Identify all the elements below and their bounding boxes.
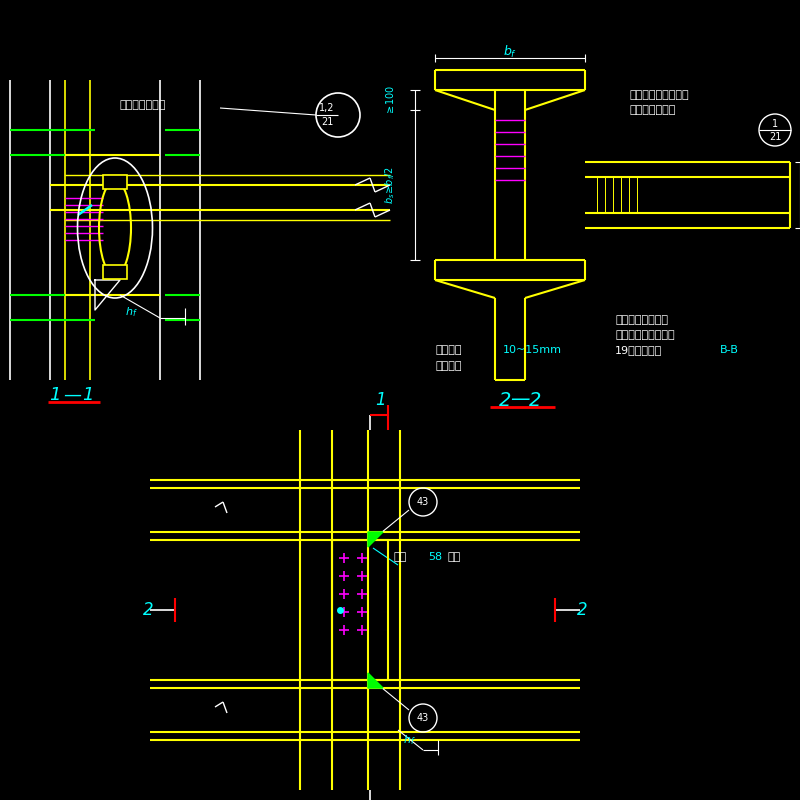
Text: 43: 43 bbox=[417, 497, 429, 507]
Text: 2: 2 bbox=[142, 601, 154, 619]
Text: 2: 2 bbox=[499, 390, 511, 410]
Text: 有两种作法详见: 有两种作法详见 bbox=[120, 100, 166, 110]
Text: B-B: B-B bbox=[720, 345, 739, 355]
Text: 当腹板采用工地焊缝: 当腹板采用工地焊缝 bbox=[630, 90, 690, 100]
Text: 1: 1 bbox=[82, 386, 94, 404]
Text: —: — bbox=[63, 386, 81, 404]
Text: 1: 1 bbox=[50, 386, 61, 404]
Text: $h_f$: $h_f$ bbox=[403, 733, 416, 747]
Bar bbox=[103, 265, 127, 279]
Polygon shape bbox=[368, 673, 383, 688]
Text: 按表: 按表 bbox=[393, 552, 406, 562]
Bar bbox=[332, 540, 388, 680]
Text: 58: 58 bbox=[428, 552, 442, 562]
Bar bbox=[103, 175, 127, 189]
Text: 43: 43 bbox=[417, 713, 429, 723]
Text: 2: 2 bbox=[577, 601, 587, 619]
Polygon shape bbox=[368, 532, 383, 547]
Text: —: — bbox=[510, 390, 530, 410]
Text: 21: 21 bbox=[321, 117, 333, 127]
Text: 21: 21 bbox=[769, 132, 781, 142]
Text: $b_s\!\geq\! b_f/2$: $b_s\!\geq\! b_f/2$ bbox=[383, 166, 397, 204]
Text: 以便绕焊: 以便绕焊 bbox=[435, 361, 462, 371]
Text: 1: 1 bbox=[374, 391, 386, 409]
Text: $h_f$: $h_f$ bbox=[125, 305, 138, 319]
Text: 当腹板采用工地焊: 当腹板采用工地焊 bbox=[615, 315, 668, 325]
Text: 连接时，可参见: 连接时，可参见 bbox=[630, 105, 676, 115]
Text: 1,2: 1,2 bbox=[319, 103, 334, 113]
Text: 缝连接时，可参见第: 缝连接时，可参见第 bbox=[615, 330, 674, 340]
Text: 2: 2 bbox=[529, 390, 541, 410]
Text: $\geq\!100$: $\geq\!100$ bbox=[384, 85, 396, 115]
Text: $b_f$: $b_f$ bbox=[503, 44, 517, 60]
Text: 10~15mm: 10~15mm bbox=[503, 345, 562, 355]
Text: 选用: 选用 bbox=[448, 552, 462, 562]
Text: 19页中的剖面: 19页中的剖面 bbox=[615, 345, 662, 355]
Text: 至少留出: 至少留出 bbox=[435, 345, 462, 355]
Text: 1: 1 bbox=[772, 119, 778, 129]
